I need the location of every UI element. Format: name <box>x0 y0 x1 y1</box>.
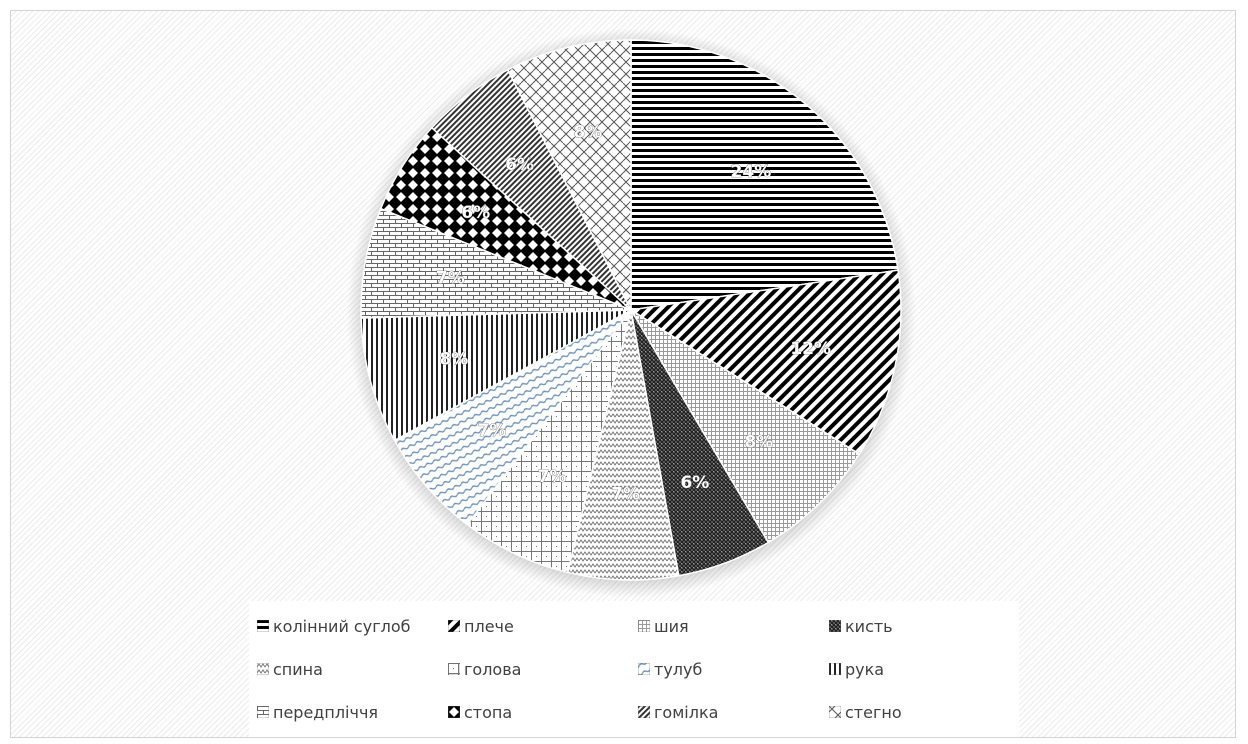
pie-slice <box>630 309 861 544</box>
pie-chart: 24% 12% 8% 6% 7% 7% 7% 8% 7% 6% 6% 8% <box>346 28 916 598</box>
data-label: 7% <box>611 485 640 505</box>
legend-item: голова <box>448 658 521 680</box>
legend-label: кисть <box>845 616 893 636</box>
pie-slice <box>466 309 632 574</box>
data-label: 6% <box>505 155 534 175</box>
legend-label: стопа <box>464 702 513 722</box>
legend-item: гомілка <box>638 701 718 723</box>
legend-label: голова <box>464 659 522 679</box>
pie-slice <box>360 207 632 319</box>
legend-swatch <box>829 706 841 718</box>
legend-item: тулуб <box>638 658 702 680</box>
legend-item: кисть <box>829 615 893 637</box>
legend-item: стопа <box>448 701 512 723</box>
data-label: 12% <box>790 339 831 359</box>
pie-slice <box>360 309 632 442</box>
data-label: 7% <box>477 421 506 441</box>
legend-item: стегно <box>829 701 902 723</box>
legend-swatch <box>829 620 841 632</box>
legend-item: колінний суглоб <box>257 615 410 637</box>
legend-swatch <box>257 706 269 718</box>
data-label: 8% <box>744 433 773 453</box>
data-label: 8% <box>439 349 468 369</box>
legend-swatch <box>829 663 841 675</box>
data-label: 7% <box>436 269 465 289</box>
pie-slice <box>630 39 899 311</box>
legend-item: шия <box>638 615 689 637</box>
legend-item: спина <box>257 658 323 680</box>
pie-slice <box>566 309 680 581</box>
legend-swatch <box>257 620 269 632</box>
pie-slice <box>506 39 632 311</box>
legend-swatch <box>638 620 650 632</box>
data-label: 8% <box>573 123 602 143</box>
pie-slice <box>628 269 902 456</box>
legend: колінний суглоб плече шия кисть спина голова т… <box>249 601 1019 737</box>
legend-label: рука <box>845 659 885 679</box>
legend-swatch <box>638 706 650 718</box>
chart-area: 24% 12% 8% 6% 7% 7% 7% 8% 7% 6% 6% 8% колінний сугл… <box>10 10 1236 738</box>
legend-label: гомілка <box>654 702 719 722</box>
legend-label: стегно <box>845 702 902 722</box>
legend-label: плече <box>464 616 514 636</box>
data-label: 24% <box>731 162 772 182</box>
legend-label: передпліччя <box>273 702 379 722</box>
data-label: 6% <box>680 473 709 493</box>
legend-swatch <box>448 663 460 675</box>
pie-slice <box>393 309 632 526</box>
legend-swatch <box>448 706 460 718</box>
legend-label: шия <box>654 616 689 636</box>
legend-label: колінний суглоб <box>273 616 411 636</box>
legend-label: тулуб <box>654 659 703 679</box>
legend-swatch <box>257 663 269 675</box>
legend-swatch <box>638 663 650 675</box>
legend-item: передпліччя <box>257 701 378 723</box>
legend-label: спина <box>273 659 323 679</box>
legend-swatch <box>448 620 460 632</box>
data-label: 7% <box>538 467 567 487</box>
legend-item: плече <box>448 615 514 637</box>
legend-item: рука <box>829 658 884 680</box>
data-label: 6% <box>461 203 490 223</box>
